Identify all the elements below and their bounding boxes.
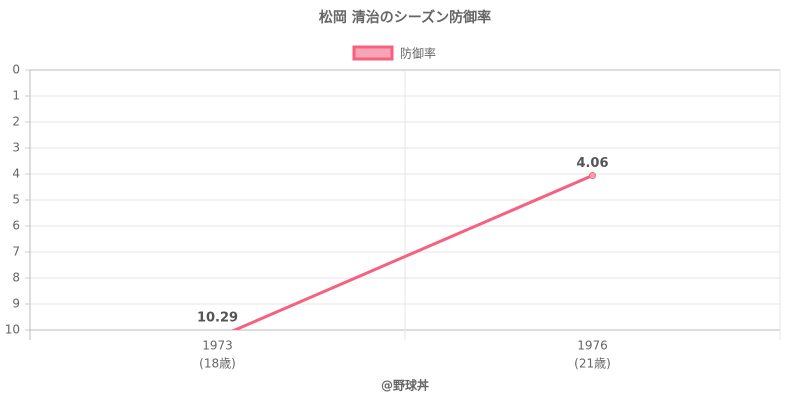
y-tick-label: 0 [12,63,20,77]
data-label: 10.29 [197,311,238,326]
line [231,174,594,330]
plot-area [231,172,596,330]
x-tick-label: 1976 [577,339,608,353]
y-tick-label: 6 [12,219,20,233]
legend-swatch [352,45,394,61]
x-tick-label: (21歳) [574,357,611,371]
credit: @野球丼 [381,378,429,393]
y-tick-label: 10 [5,323,20,337]
data-label: 4.06 [576,156,608,171]
legend-label: 防御率 [400,46,436,61]
x-tick-label: 1973 [202,339,233,353]
y-tick-label: 2 [12,115,20,129]
y-tick-label: 7 [12,245,20,259]
x-tick-label: (18歳) [199,357,236,371]
y-tick-label: 4 [12,167,20,181]
y-tick-label: 9 [12,297,20,311]
y-tick-label: 1 [12,89,20,103]
y-tick-label: 3 [12,141,20,155]
y-tick-label: 8 [12,271,20,285]
y-tick-label: 5 [12,193,20,207]
point [589,172,596,180]
chart-title: 松岡 清治のシーズン防御率 [319,9,491,26]
